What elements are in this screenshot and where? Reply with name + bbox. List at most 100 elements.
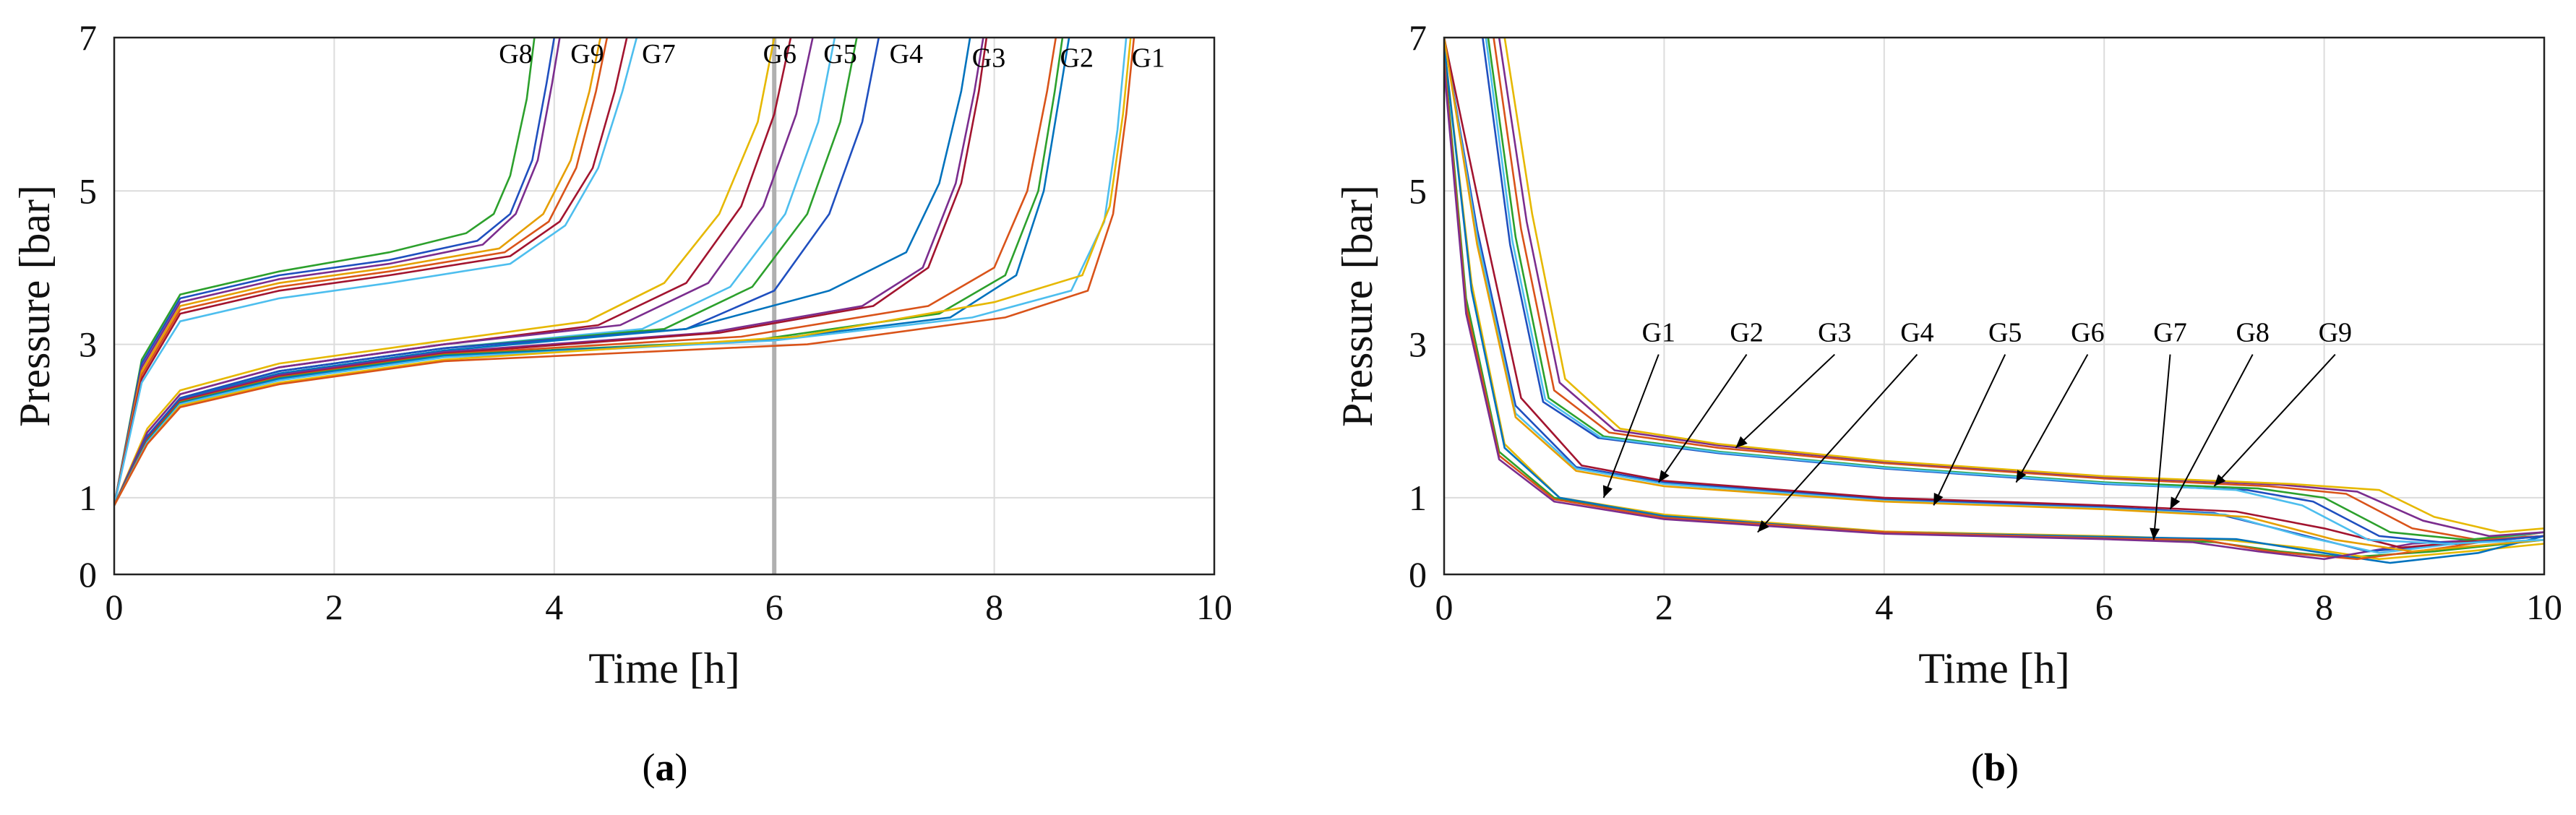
plot-frame — [113, 36, 1216, 576]
y-tick-label: 1 — [79, 478, 97, 518]
x-tick-label: 0 — [1435, 587, 1454, 627]
y-tick-label: 3 — [1409, 324, 1427, 365]
caption-close: ) — [675, 746, 688, 789]
annotation-arrow — [1735, 353, 1835, 449]
group-label-g3: G3 — [972, 43, 1005, 74]
series-line-g2 — [1444, 38, 2544, 553]
series-line-g7 — [114, 38, 638, 506]
grid — [113, 37, 1215, 575]
caption-letter: b — [1984, 746, 2006, 789]
group-label-g7: G7 — [642, 39, 675, 69]
x-tick-label: 8 — [2315, 587, 2333, 627]
panel-b: 0 2 4 6 8 10 0 1 3 5 7 Time [h] Pressure [bar] G1 G2 G3… — [1334, 17, 2562, 789]
series-line-g8 — [114, 38, 536, 506]
x-tick-label: 2 — [325, 587, 343, 627]
annotation-arrow — [1657, 354, 1748, 483]
series-line-g6 — [1487, 38, 2544, 541]
x-tick-label: 0 — [106, 587, 124, 627]
annotation-label-g3: G3 — [1818, 318, 1851, 348]
y-tick-label: 7 — [1409, 17, 1427, 58]
annotation-arrowhead — [2150, 527, 2160, 540]
group-label-g8: G8 — [499, 39, 532, 69]
annotation-arrow — [1757, 353, 1918, 533]
x-axis-label: Time [h] — [588, 644, 739, 692]
series-line-g9 — [114, 38, 609, 506]
x-tick-label: 4 — [545, 587, 563, 627]
series-line-g5 — [114, 38, 836, 506]
series-line-g6 — [1485, 38, 2544, 545]
caption-close: ) — [2006, 746, 2019, 789]
annotation-arrow — [2015, 354, 2089, 483]
annotation-label-g8: G8 — [2236, 318, 2269, 348]
grid — [1443, 37, 2545, 575]
series-line-g3 — [1493, 38, 2544, 541]
series-line-g1 — [114, 38, 1135, 506]
series-line-g4 — [114, 38, 880, 506]
annotation-arrow — [2213, 353, 2336, 487]
series-line-g4 — [1444, 60, 2544, 561]
series-line-g7 — [1444, 68, 2544, 561]
series-line-g6 — [114, 38, 792, 506]
caption-open: ( — [1971, 746, 1984, 789]
series-line-g1 — [114, 38, 1128, 506]
group-label-g4: G4 — [890, 39, 923, 69]
y-tick-label: 5 — [79, 171, 97, 211]
y-tick-label: 0 — [79, 554, 97, 595]
series-line-g3 — [114, 38, 988, 506]
x-tick-label: 6 — [2095, 587, 2113, 627]
series-line-g9 — [1482, 38, 2544, 545]
x-tick-label: 6 — [765, 587, 783, 627]
annotation-arrow — [1933, 354, 2006, 506]
series-line-g1 — [114, 38, 1132, 506]
series-line-g8 — [114, 38, 561, 506]
series-group — [1444, 38, 2544, 564]
series-line-g7 — [114, 38, 628, 506]
y-tick-label: 5 — [1409, 171, 1427, 211]
annotation-arrowhead — [1757, 520, 1769, 532]
annotation-arrowhead — [2214, 474, 2226, 486]
y-tick-label: 7 — [79, 17, 97, 58]
y-axis-label: Pressure [bar] — [1334, 185, 1381, 427]
group-label-g2: G2 — [1060, 43, 1094, 74]
series-line-g8 — [1444, 38, 2544, 549]
annotation-arrow — [2169, 354, 2254, 510]
series-line-g2 — [1444, 38, 2544, 553]
series-line-g8 — [114, 38, 556, 506]
group-label-g5: G5 — [823, 39, 856, 69]
panel-a: 0 2 4 6 8 10 0 1 3 5 7 Time [h] Pressure [bar] G8 G9 G7… — [11, 17, 1232, 789]
series-line-g9 — [1503, 38, 2544, 533]
y-tick-label: 1 — [1409, 478, 1427, 518]
series-line-g5 — [114, 38, 814, 506]
x-axis-label: Time [h] — [1918, 644, 2069, 692]
caption-open: ( — [643, 746, 656, 789]
annotation-arrowhead — [2016, 470, 2027, 483]
y-tick-label: 3 — [79, 324, 97, 365]
annotation-arrowhead — [1735, 436, 1748, 448]
plot-frame — [1443, 36, 2546, 576]
x-tick-label: 10 — [1196, 587, 1232, 627]
annotation-label-g9: G9 — [2319, 318, 2352, 348]
group-label-g9: G9 — [570, 39, 604, 69]
annotation-arrowhead — [2170, 496, 2181, 509]
annotation-label-g5: G5 — [1988, 318, 2022, 348]
series-line-g3 — [1498, 38, 2544, 538]
annotation-label-g1: G1 — [1642, 318, 1675, 348]
x-tick-label: 8 — [985, 587, 1003, 627]
y-tick-label: 0 — [1409, 554, 1427, 595]
annotation-label-g4: G4 — [1900, 318, 1933, 348]
group-label-g6: G6 — [763, 39, 797, 69]
x-tick-label: 2 — [1655, 587, 1673, 627]
group-label-g1: G1 — [1131, 43, 1164, 74]
x-tick-label: 10 — [2526, 587, 2562, 627]
annotation-arrowhead — [1933, 493, 1944, 506]
series-line-g4 — [114, 38, 858, 506]
panel-caption: (b) — [1971, 746, 2019, 789]
caption-letter: a — [656, 746, 675, 789]
annotation-label-g6: G6 — [2071, 318, 2104, 348]
annotation-arrowhead — [1602, 485, 1613, 498]
series-line-g6 — [114, 38, 776, 506]
annotation-arrowhead — [1658, 470, 1670, 483]
annotation-arrow — [1602, 354, 1660, 499]
x-tick-label: 4 — [1875, 587, 1893, 627]
